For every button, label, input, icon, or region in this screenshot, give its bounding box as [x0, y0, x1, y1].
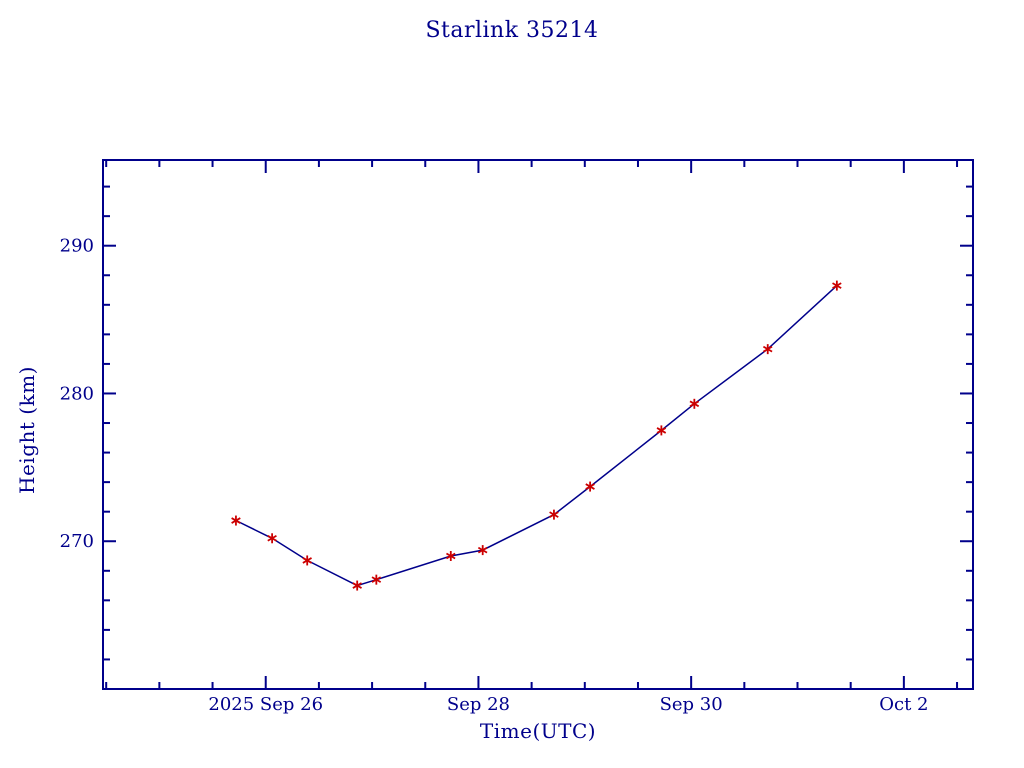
marker-arm: [267, 534, 277, 542]
x-tick-label: Oct 2: [879, 694, 928, 715]
marker-arm: [302, 557, 312, 564]
x-axis-label: Time(UTC): [479, 719, 597, 743]
marker-arm: [371, 576, 382, 583]
data-point-marker: [302, 555, 312, 566]
marker-arm: [231, 517, 241, 524]
data-point-marker: [231, 515, 241, 526]
marker-arm: [585, 483, 595, 490]
data-point-marker: [832, 280, 842, 291]
marker-arm: [549, 511, 559, 518]
data-point-marker: [446, 551, 456, 562]
x-tick-label: Sep 28: [447, 694, 510, 715]
data-point-marker: [477, 545, 488, 556]
data-point-marker: [352, 580, 362, 591]
y-tick-label: 280: [60, 383, 94, 404]
axis-ticks: [103, 160, 973, 690]
marker-arm: [689, 400, 700, 408]
data-point-marker: [585, 481, 595, 492]
x-tick-label: Sep 30: [660, 694, 723, 715]
chart-title: Starlink 35214: [425, 18, 599, 43]
data-point-markers: [231, 280, 842, 591]
marker-arm: [656, 427, 667, 434]
data-point-marker: [762, 344, 773, 355]
data-point-marker: [549, 509, 559, 520]
marker-arm: [477, 546, 488, 554]
data-point-marker: [656, 425, 667, 436]
marker-arm: [446, 552, 456, 560]
data-point-marker: [689, 398, 700, 409]
y-tick-label: 270: [60, 531, 94, 552]
marker-arm: [832, 282, 842, 289]
marker-arm: [352, 582, 362, 589]
data-point-marker: [267, 533, 277, 544]
x-tick-label: 2025 Sep 26: [208, 694, 323, 715]
plot-frame: [102, 159, 974, 690]
data-line: [235, 285, 838, 587]
y-tick-label: 290: [60, 236, 94, 257]
data-point-marker: [371, 574, 382, 585]
marker-arm: [762, 345, 773, 353]
